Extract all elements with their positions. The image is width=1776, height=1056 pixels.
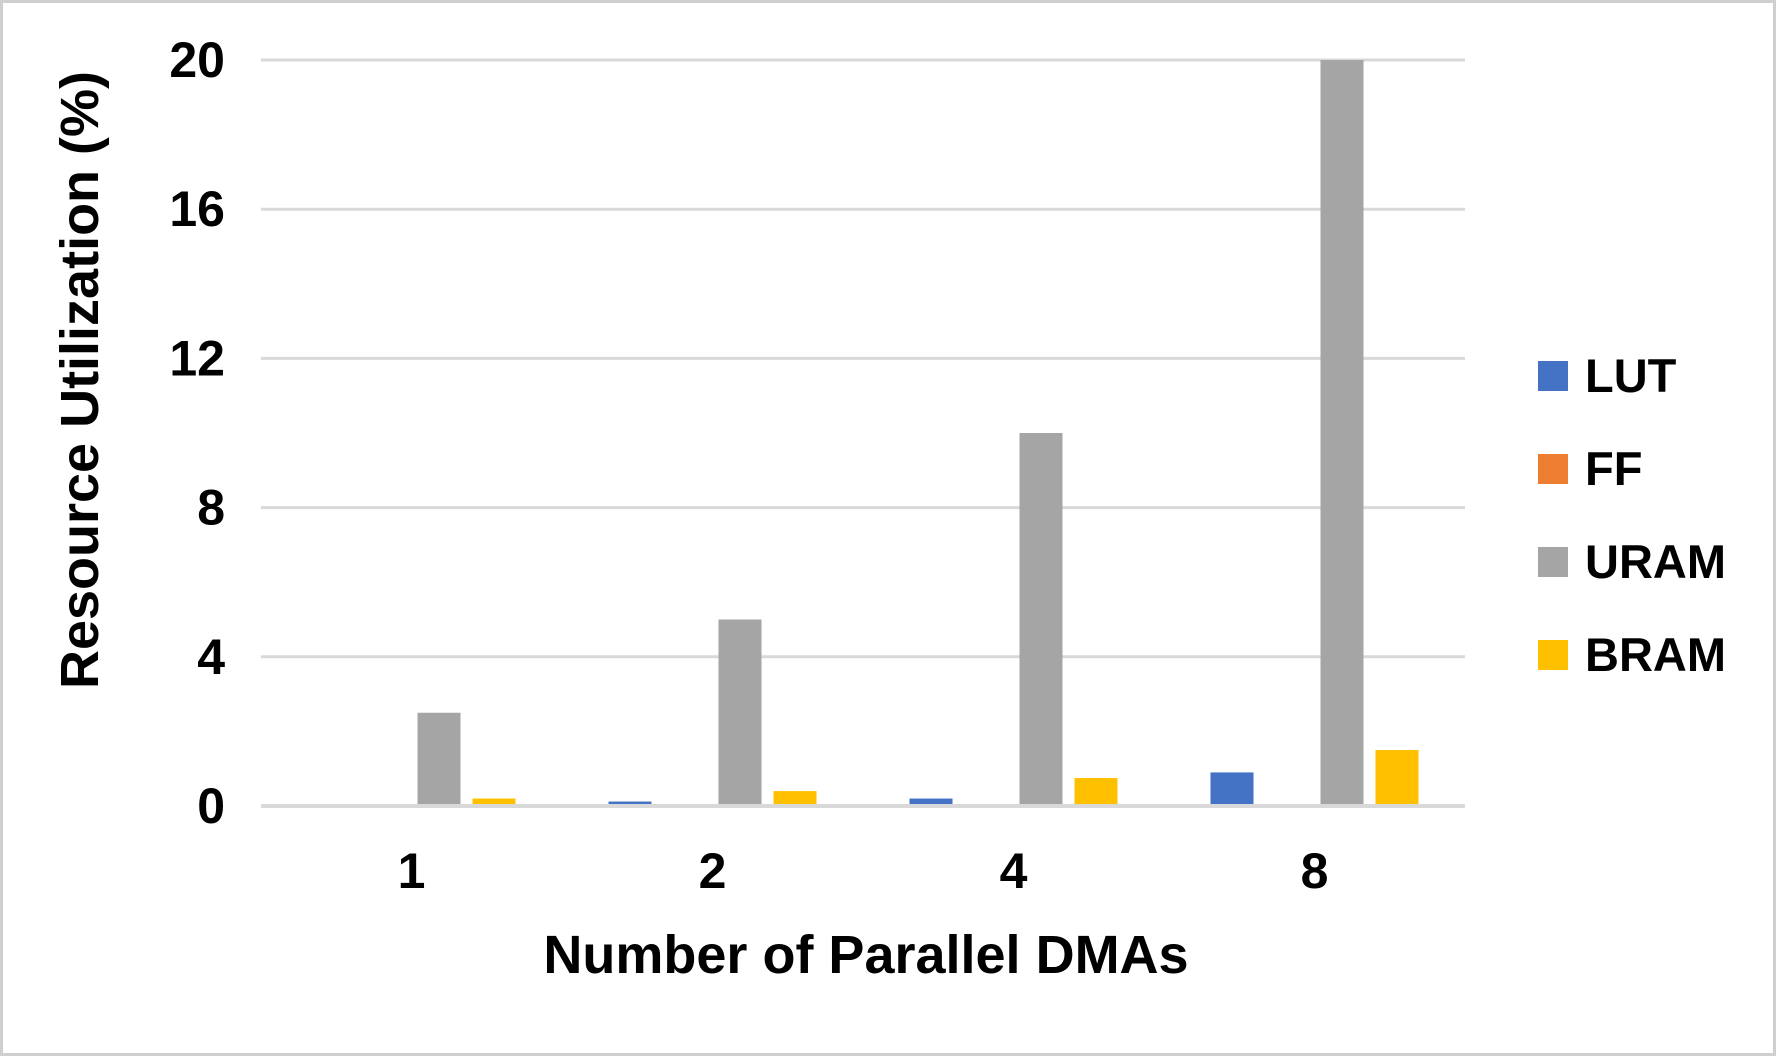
bar-bram-4 [1074, 778, 1118, 806]
x-tick-label: 2 [699, 843, 727, 899]
y-tick-label: 0 [197, 778, 225, 834]
legend-label-lut: LUT [1585, 349, 1677, 402]
x-tick-label: 8 [1301, 843, 1329, 899]
bar-uram-4 [1019, 433, 1063, 806]
y-axis-title: Resource Utilization (%) [50, 70, 110, 690]
x-axis-title: Number of Parallel DMAs [543, 925, 1189, 985]
bar-lut-8 [1210, 772, 1254, 806]
legend-label-bram: BRAM [1585, 628, 1726, 681]
bar-bram-8 [1375, 750, 1419, 806]
chart-legend: LUT FF URAM BRAM [1538, 349, 1726, 681]
y-tick-label: 16 [169, 181, 225, 237]
legend-swatch-lut-icon [1538, 361, 1568, 391]
legend-item-lut: LUT [1538, 349, 1726, 402]
bar-uram-1 [417, 712, 461, 806]
legend-swatch-ff-icon [1538, 454, 1568, 484]
bar-lut-4 [909, 798, 953, 806]
x-tick-label: 4 [1000, 843, 1028, 899]
legend-swatch-uram-icon [1538, 547, 1568, 577]
y-tick-label: 12 [169, 330, 225, 386]
legend-item-bram: BRAM [1538, 628, 1726, 681]
bar-uram-2 [718, 619, 762, 806]
bar-bram-1 [472, 798, 516, 806]
y-tick-label: 4 [197, 629, 225, 685]
y-tick-label: 8 [197, 480, 225, 536]
x-tick-label: 1 [398, 843, 426, 899]
legend-item-uram: URAM [1538, 535, 1726, 588]
legend-label-ff: FF [1585, 442, 1643, 495]
bar-uram-8 [1320, 60, 1364, 806]
bar-bram-2 [773, 791, 817, 806]
legend-label-uram: URAM [1585, 535, 1726, 588]
bar-lut-2 [608, 801, 652, 806]
legend-item-ff: FF [1538, 442, 1726, 495]
legend-swatch-bram-icon [1538, 640, 1568, 670]
y-tick-label: 20 [169, 32, 225, 88]
